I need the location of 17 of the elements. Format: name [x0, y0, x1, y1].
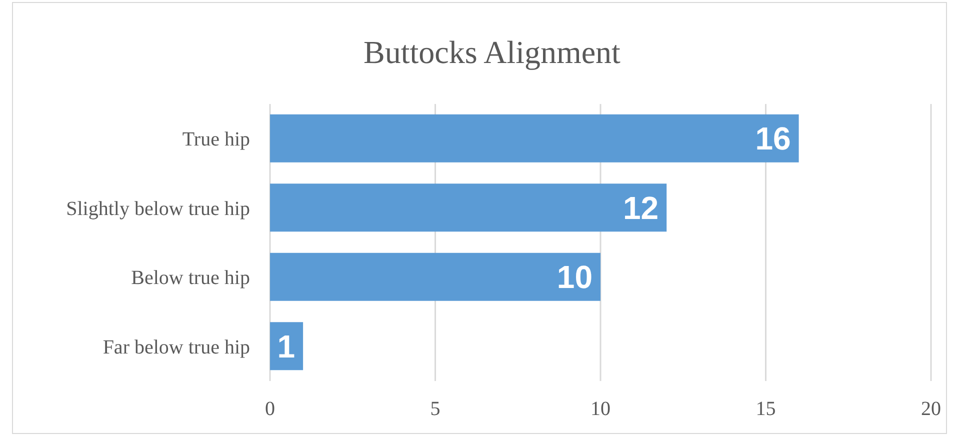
data-label: 12 [623, 190, 659, 226]
data-label: 10 [556, 259, 592, 296]
bar [270, 184, 667, 232]
data-label: 16 [755, 120, 791, 157]
y-tick-label: Far below true hip [102, 336, 250, 358]
x-tick-label: 15 [756, 398, 776, 420]
x-tick-label: 0 [265, 398, 275, 420]
chart-title: Buttocks Alignment [362, 33, 622, 72]
bar [270, 114, 799, 162]
x-tick-label: 20 [921, 398, 941, 420]
x-tick-label: 5 [430, 398, 440, 420]
bar [270, 252, 600, 301]
data-label: 1 [277, 328, 296, 364]
x-tick-label: 10 [590, 398, 610, 420]
y-tick-label: Below true hip [131, 267, 250, 290]
y-tick-label: True hip [182, 128, 250, 151]
y-tick-label: Slightly below true hip [66, 198, 250, 220]
